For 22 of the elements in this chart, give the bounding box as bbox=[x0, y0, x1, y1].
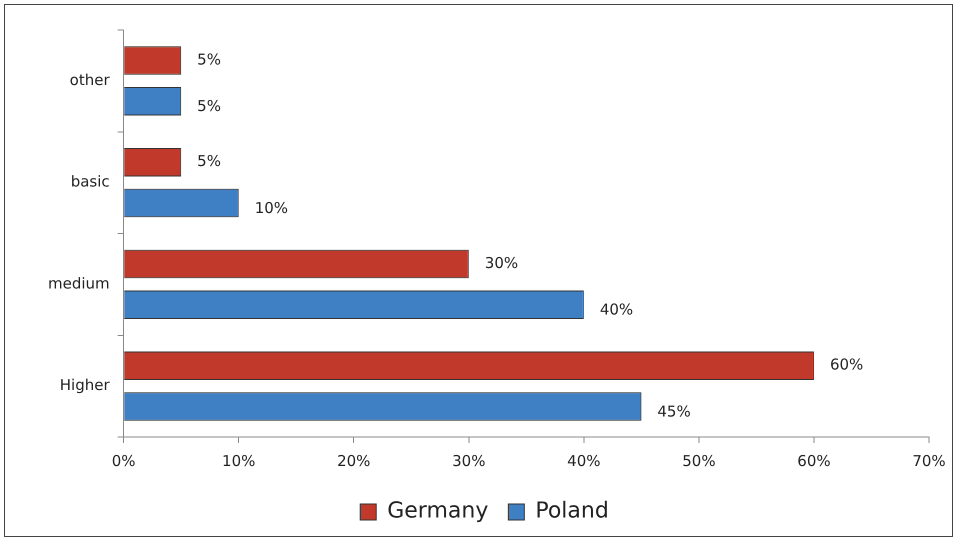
data-label: 10% bbox=[254, 198, 288, 217]
y-tick-label: other bbox=[70, 70, 110, 89]
x-tick-label: 20% bbox=[337, 452, 370, 470]
data-label: 5% bbox=[197, 97, 221, 116]
data-label: 5% bbox=[197, 50, 221, 68]
legend-label: Poland bbox=[535, 498, 609, 524]
legend-label: Germany bbox=[387, 498, 488, 524]
data-label: 60% bbox=[830, 356, 864, 374]
data-label: 5% bbox=[197, 152, 221, 170]
x-tick-label: 10% bbox=[222, 452, 256, 470]
x-tick-label: 40% bbox=[567, 452, 601, 470]
x-tick-label: 60% bbox=[797, 452, 831, 470]
x-tick-label: 70% bbox=[912, 452, 946, 470]
y-tick-label: medium bbox=[48, 274, 110, 292]
data-label: 30% bbox=[484, 254, 518, 272]
y-tick-label: Higher bbox=[60, 376, 110, 394]
x-tick-label: 0% bbox=[112, 452, 136, 470]
x-tick-label: 50% bbox=[682, 452, 716, 470]
data-label: 40% bbox=[600, 300, 634, 319]
data-label: 45% bbox=[657, 402, 691, 420]
x-tick-label: 30% bbox=[452, 452, 486, 470]
y-tick-label: basic bbox=[70, 172, 110, 191]
